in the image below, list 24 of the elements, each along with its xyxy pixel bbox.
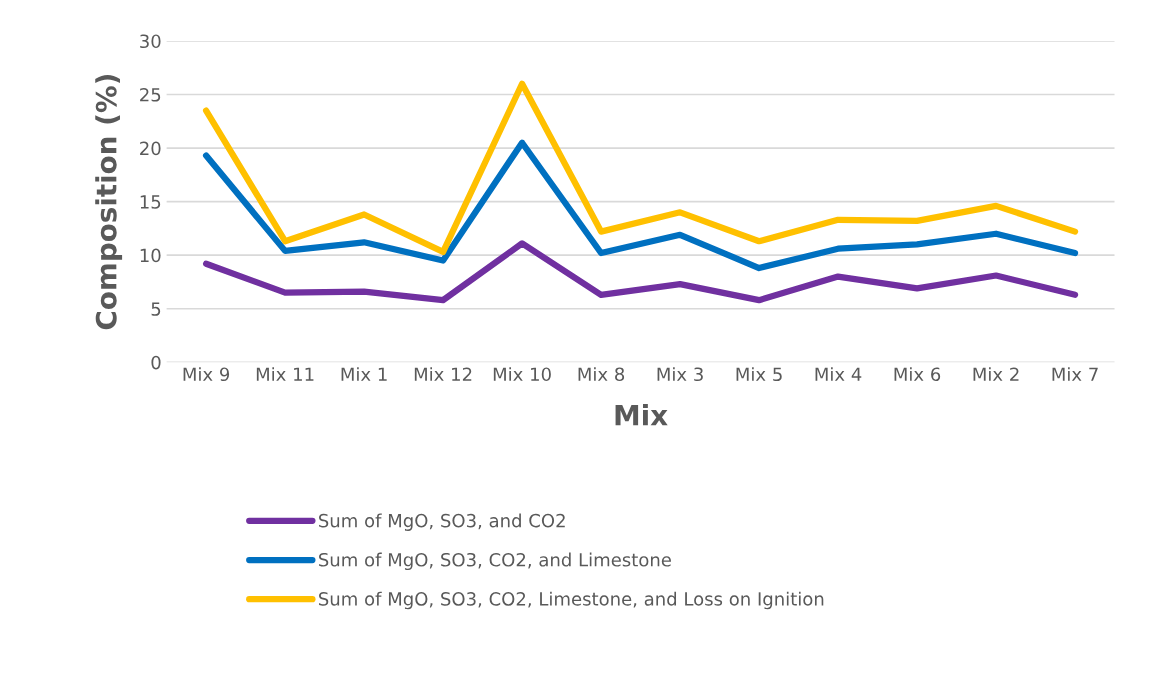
x-axis-title: Mix [615, 404, 668, 426]
legend-label: Sum of MgO, SO3, CO2, Limestone, and Loss on Ignition [319, 591, 824, 610]
y-tick-label: 20 [140, 141, 161, 156]
y-tick-label: 25 [140, 87, 161, 102]
x-tick-label: Mix 1 [341, 367, 387, 381]
legend-label: Sum of MgO, SO3, CO2, and Limestone [319, 552, 671, 571]
x-tick-label: Mix 7 [1052, 367, 1098, 381]
y-tick-label: 5 [151, 302, 161, 316]
x-tick-label: Mix 10 [493, 367, 551, 382]
x-tick-label: Mix 2 [973, 367, 1019, 381]
x-tick-label: Mix 3 [657, 367, 703, 382]
x-tick-label: Mix 4 [815, 367, 862, 381]
x-tick-label: Mix 11 [256, 367, 314, 381]
x-tick-label: Mix 12 [414, 367, 472, 381]
x-tick-label: Mix 5 [736, 367, 782, 382]
y-tick-label: 30 [140, 34, 161, 49]
y-tick-label: 0 [151, 355, 161, 370]
y-tick-label: 15 [140, 195, 161, 209]
y-axis-title: Composition (%) [95, 75, 123, 330]
x-tick-label: Mix 6 [894, 367, 941, 382]
x-tick-label: Mix 9 [183, 367, 230, 382]
x-tick-label: Mix 8 [578, 367, 625, 382]
legend-label: Sum of MgO, SO3, and CO2 [319, 513, 565, 531]
y-tick-label: 10 [140, 248, 161, 263]
